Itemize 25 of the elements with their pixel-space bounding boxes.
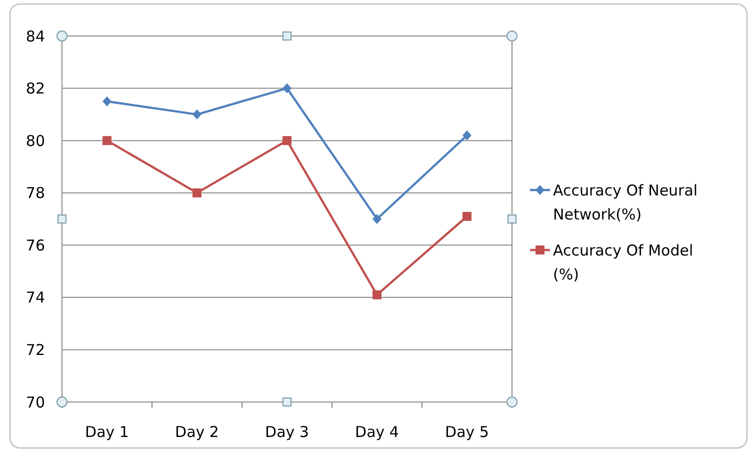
point [192, 188, 202, 198]
point [102, 96, 112, 106]
legend-label: Accuracy Of Model (%) [553, 241, 694, 284]
x-tick-label: Day 2 [175, 423, 219, 441]
x-tick-label: Day 1 [85, 423, 129, 441]
x-tick-label: Day 5 [445, 423, 489, 441]
point [282, 136, 292, 146]
point [462, 212, 472, 221]
point [372, 214, 382, 224]
y-tick-label: 76 [26, 236, 45, 254]
y-tick-label: 70 [26, 393, 45, 412]
x-tick-label: Day 3 [265, 423, 309, 441]
legend-label: Accuracy Of Neural Network(%) [553, 181, 698, 224]
point [372, 290, 382, 300]
point [462, 130, 472, 140]
y-tick-label: 78 [26, 184, 45, 202]
y-tick-label: 74 [26, 288, 45, 307]
point [282, 83, 292, 94]
y-tick-label: 82 [26, 80, 45, 98]
point [102, 136, 112, 146]
y-tick-label: 72 [26, 340, 45, 359]
point [192, 109, 202, 120]
x-tick-label: Day 4 [355, 423, 399, 441]
y-tick-label: 84 [26, 27, 45, 46]
y-tick-label: 80 [26, 132, 45, 150]
